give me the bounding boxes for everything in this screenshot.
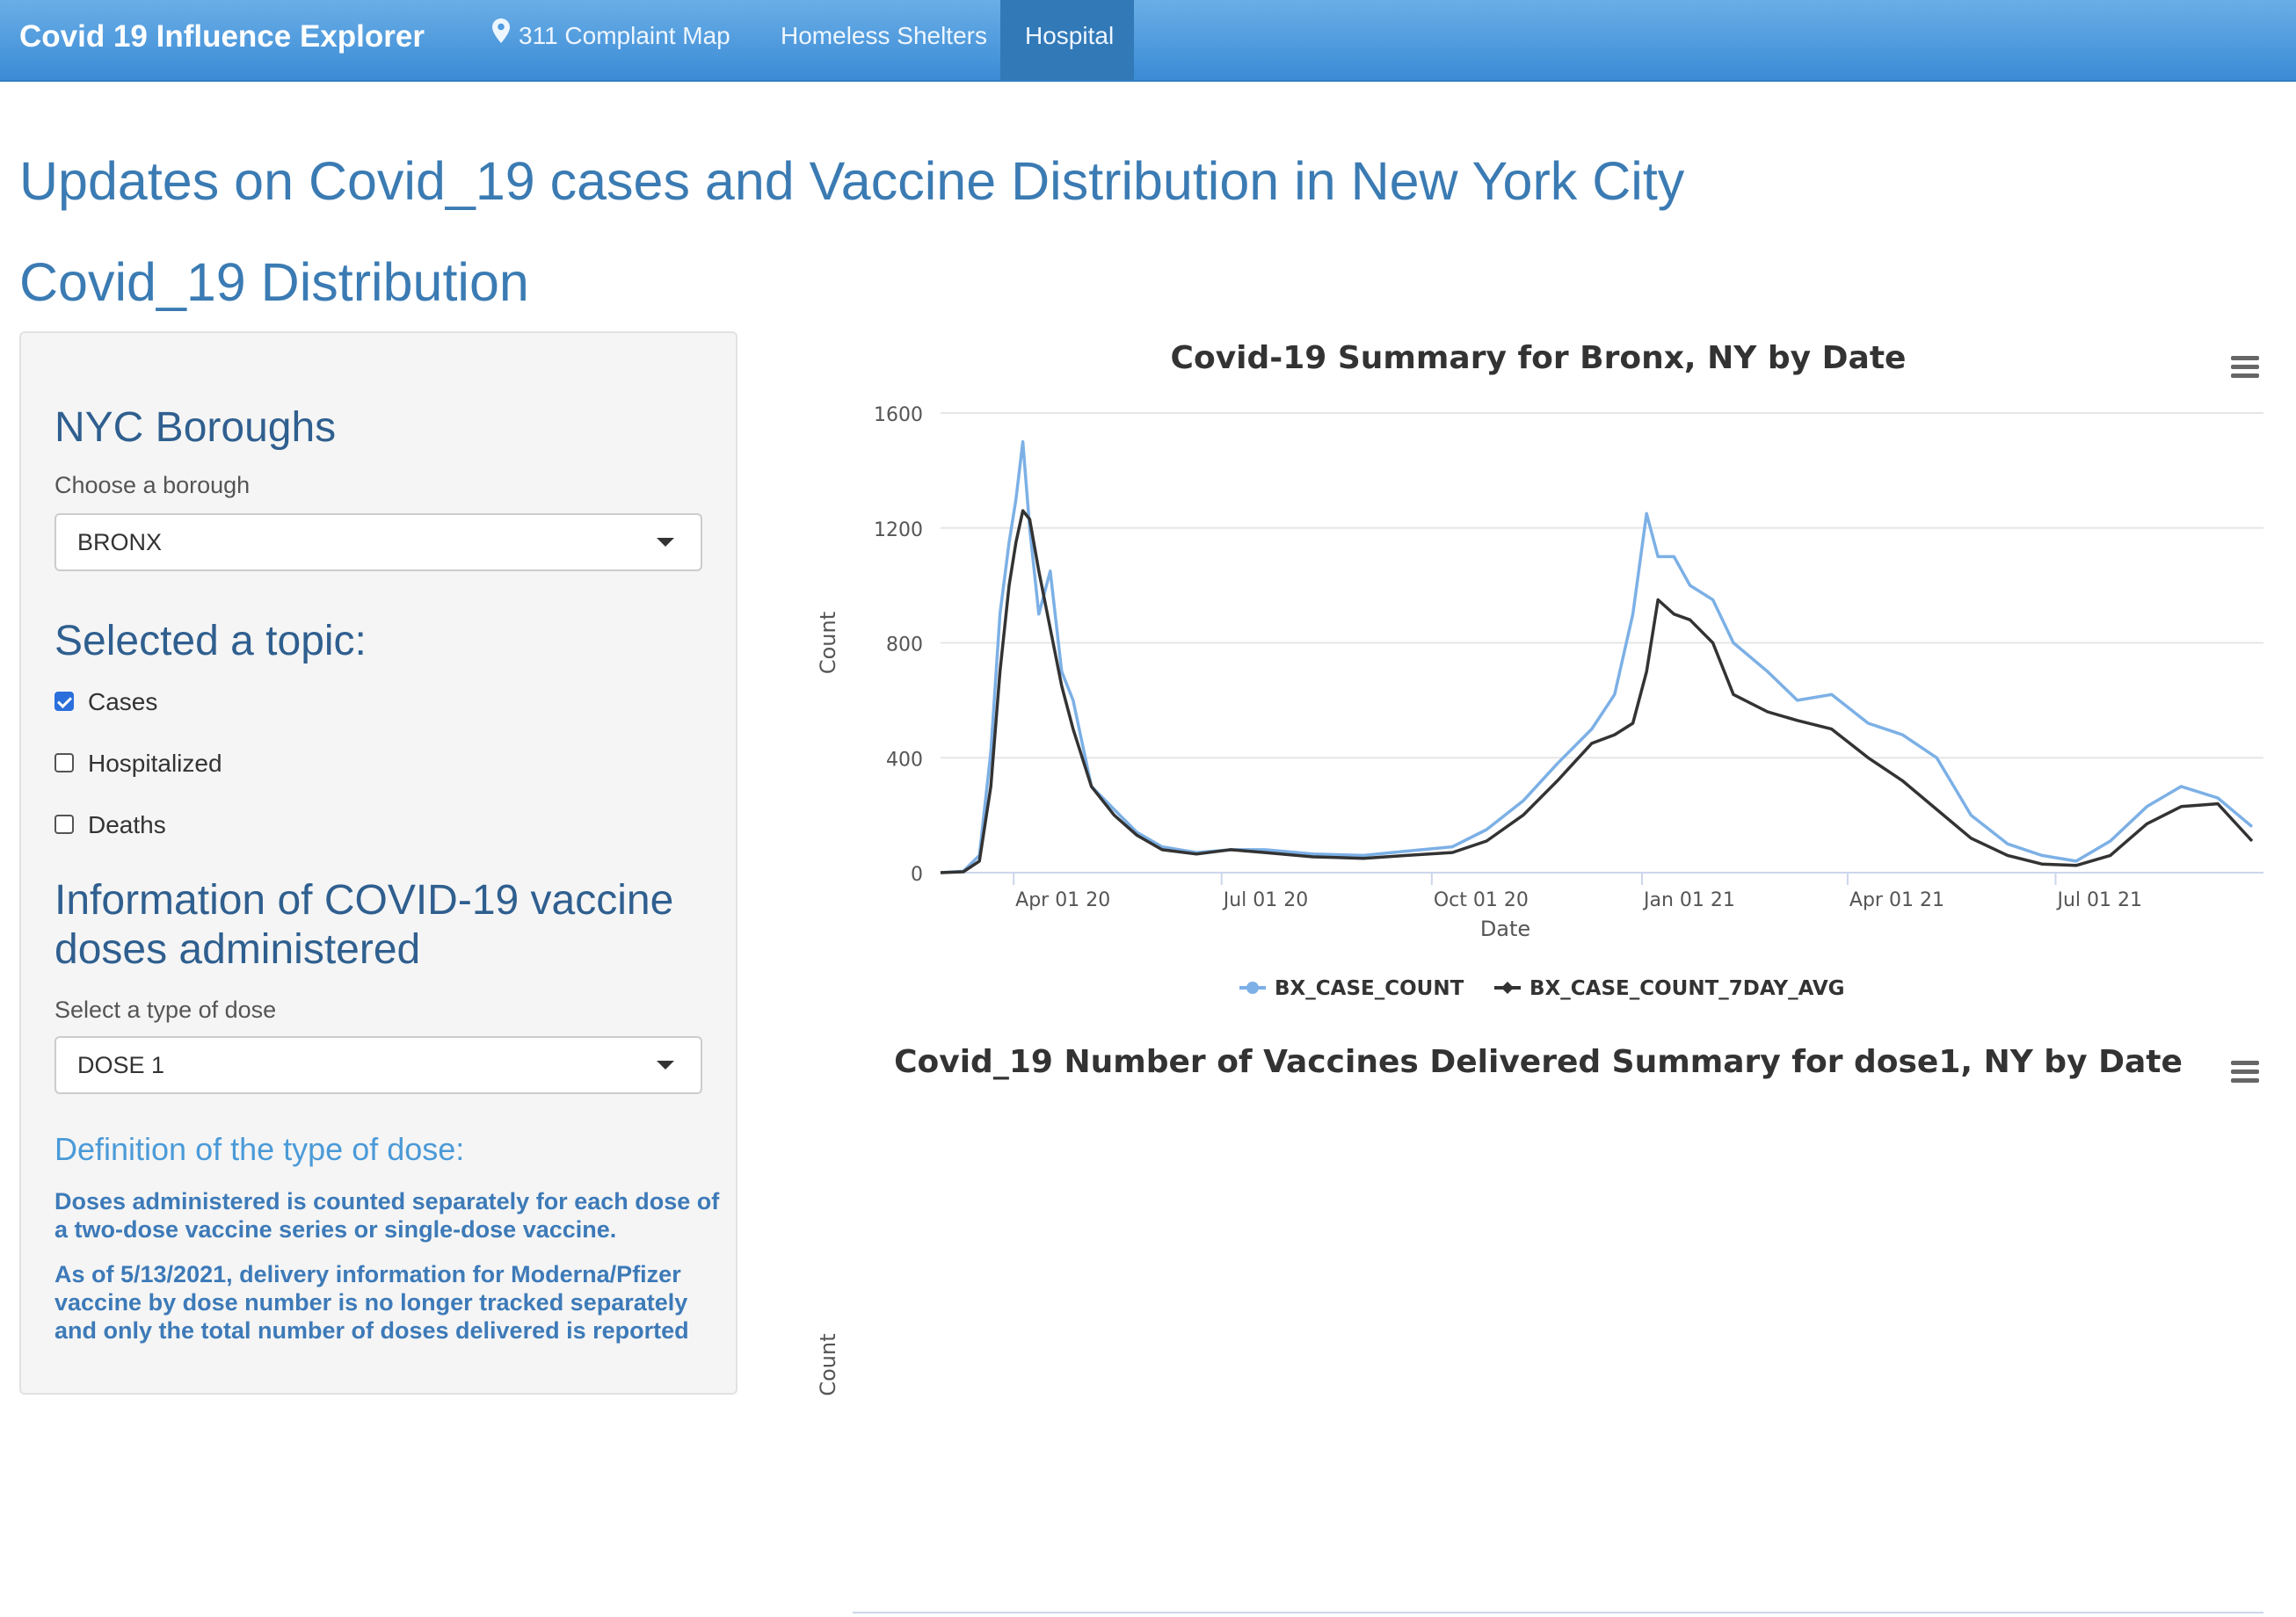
topic-heading: Selected a topic: <box>54 618 367 664</box>
definition-paragraph-1: Doses administered is counted separately… <box>54 1188 720 1243</box>
dose-select-value: DOSE 1 <box>77 1052 165 1078</box>
nav-label-hospital: Hospital <box>1025 22 1115 49</box>
dose-label: Select a type of dose <box>54 997 277 1023</box>
sidebar-panel: NYC Boroughs Choose a borough BRONX Sele… <box>19 331 737 1395</box>
checkbox-icon[interactable] <box>54 753 74 773</box>
borough-label: Choose a borough <box>54 472 251 498</box>
y-axis-label: Count <box>816 1333 840 1396</box>
chart-menu-icon[interactable] <box>2231 356 2259 379</box>
nav-item-homeless-shelters[interactable]: Homeless Shelters <box>756 0 1012 80</box>
checkbox-icon[interactable] <box>54 815 74 835</box>
dose-select[interactable]: DOSE 1 <box>54 1036 702 1094</box>
section-title: Covid_19 Distribution <box>19 252 529 312</box>
nav-item-hospital[interactable]: Hospital <box>1000 0 1134 80</box>
legend-label: BX_CASE_COUNT_7DAY_AVG <box>1529 977 1845 1000</box>
definition-paragraph-2: As of 5/13/2021, delivery information fo… <box>54 1261 689 1344</box>
legend-label: BX_CASE_COUNT <box>1275 977 1464 1000</box>
series-line-bx_case_count_7day_avg <box>940 509 2254 874</box>
x-tick-label: Apr 01 21 <box>1849 889 1944 911</box>
y-axis-label: Count <box>816 612 840 674</box>
vaccines-line-chart: Count <box>816 1333 2263 1613</box>
page-title: Updates on Covid_19 cases and Vaccine Di… <box>19 151 1685 211</box>
brand-link[interactable]: Covid 19 Influence Explorer <box>19 19 425 54</box>
x-tick-label: Jul 01 21 <box>2055 889 2142 911</box>
chart-menu-icon[interactable] <box>2231 1061 2259 1084</box>
x-tick-label: Apr 01 20 <box>1015 889 1110 911</box>
chart-title-vaccines: Covid_19 Number of Vaccines Delivered Su… <box>894 1044 2183 1080</box>
x-tick-label: Oct 01 20 <box>1434 889 1529 911</box>
nav-item-311-complaint-map[interactable]: 311 Complaint Map <box>468 0 755 80</box>
topic-checkbox-deaths[interactable]: Deaths <box>54 808 166 843</box>
map-pin-icon <box>492 0 510 71</box>
nav-label-311-complaint-map: 311 Complaint Map <box>519 22 730 49</box>
x-axis-label: Date <box>1480 917 1530 941</box>
y-tick-label: 1600 <box>874 404 923 426</box>
borough-select[interactable]: BRONX <box>54 513 702 571</box>
topic-label-deaths: Deaths <box>88 811 166 838</box>
chart-title-cases: Covid-19 Summary for Bronx, NY by Date <box>1170 340 1907 376</box>
topic-label-hospitalized: Hospitalized <box>88 750 222 777</box>
x-tick-label: Jan 01 21 <box>1642 889 1735 911</box>
navbar: Covid 19 Influence Explorer 311 Complain… <box>0 0 2296 82</box>
legend-marker-avg <box>1501 982 1514 994</box>
series-line-bx_case_count <box>940 439 2254 874</box>
borough-select-value: BRONX <box>77 529 163 555</box>
definition-title: Definition of the type of dose: <box>54 1131 465 1167</box>
y-tick-label: 0 <box>911 864 923 886</box>
topic-label-cases: Cases <box>88 688 158 715</box>
y-tick-label: 400 <box>886 749 923 771</box>
checkbox-checked-icon[interactable] <box>54 692 74 712</box>
y-tick-label: 800 <box>886 634 923 656</box>
chevron-down-icon <box>657 538 674 547</box>
vaccine-heading: Information of COVID-19 vaccine doses ad… <box>54 877 674 973</box>
legend-marker-case <box>1246 982 1259 994</box>
chevron-down-icon <box>657 1061 674 1070</box>
x-tick-label: Jul 01 20 <box>1222 889 1309 911</box>
y-tick-label: 1200 <box>874 519 923 541</box>
cases-line-chart: 0 400 800 1200 1600 Apr 01 20 Jul 01 20 Oct 01 … <box>816 404 2263 1000</box>
nav-label-homeless-shelters: Homeless Shelters <box>781 22 987 49</box>
topic-checkbox-hospitalized[interactable]: Hospitalized <box>54 746 222 781</box>
topic-checkbox-cases[interactable]: Cases <box>54 685 157 720</box>
boroughs-heading: NYC Boroughs <box>54 404 337 451</box>
